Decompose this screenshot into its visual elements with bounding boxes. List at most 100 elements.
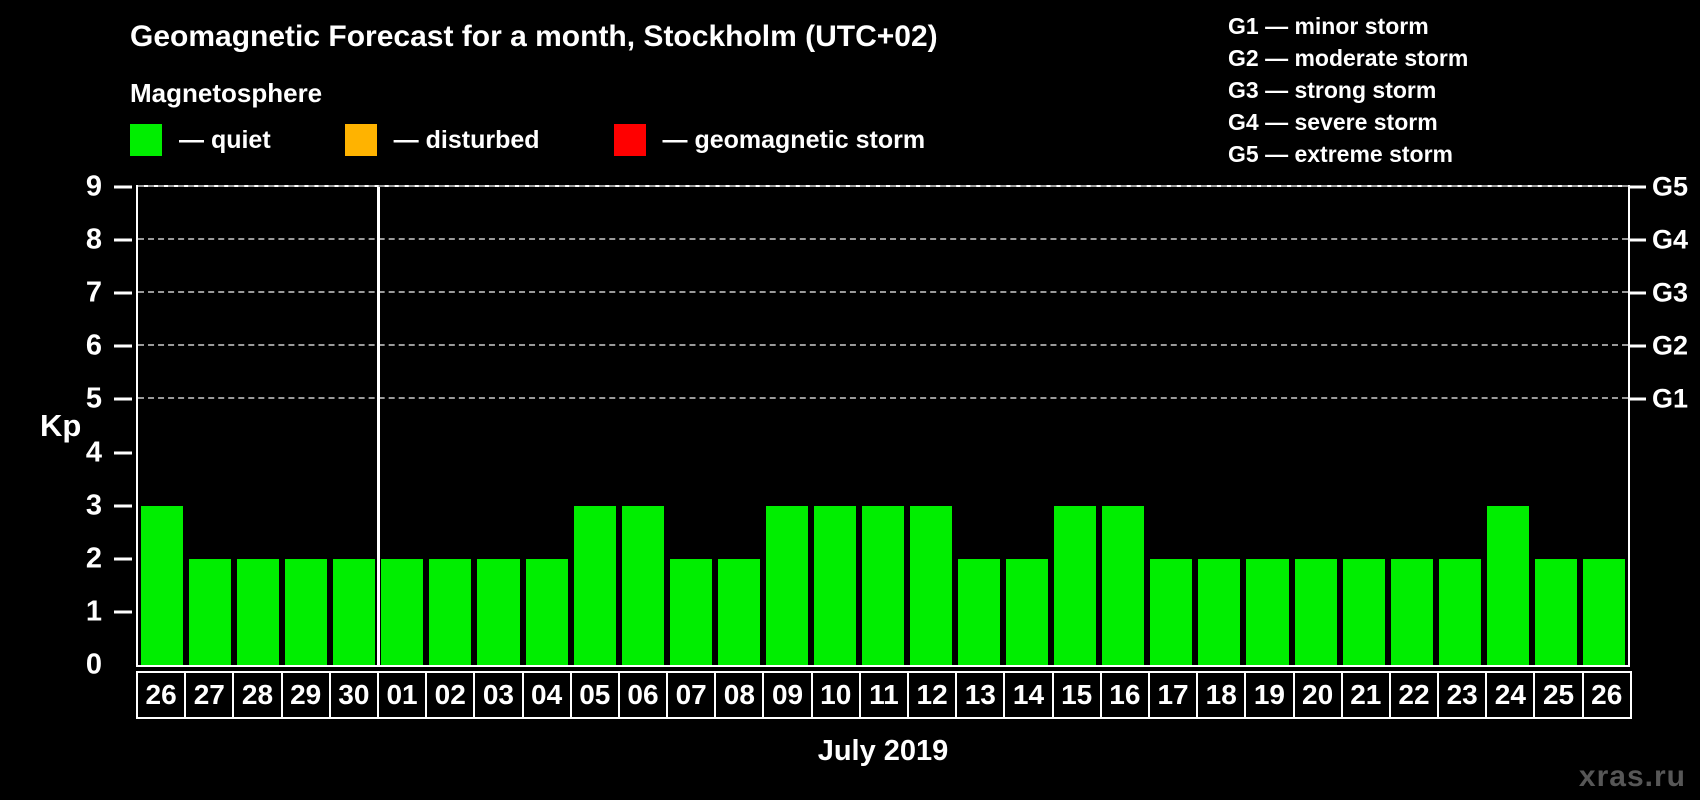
date-cell[interactable]: 09 — [762, 671, 813, 719]
g-tick-label: G4 — [1652, 224, 1689, 255]
bar[interactable] — [141, 505, 184, 665]
g-tick-label: G3 — [1652, 277, 1689, 308]
date-cell[interactable]: 28 — [232, 671, 283, 719]
date-cell[interactable]: 06 — [617, 671, 669, 719]
bar[interactable] — [429, 558, 472, 665]
bar[interactable] — [1582, 558, 1625, 665]
bar[interactable] — [669, 558, 712, 665]
bar[interactable] — [1246, 558, 1289, 665]
date-cell[interactable]: 25 — [1533, 671, 1584, 719]
date-cell[interactable]: 04 — [521, 671, 572, 719]
bar[interactable] — [381, 558, 424, 665]
date-cell[interactable]: 07 — [666, 671, 717, 719]
kp-tick-label: 6 — [85, 329, 102, 362]
kp-tick-mark — [114, 238, 132, 242]
date-cell[interactable]: 23 — [1437, 671, 1488, 719]
bar[interactable] — [1534, 558, 1577, 665]
kp-axis-title: Kp — [40, 408, 82, 443]
date-cell[interactable]: 08 — [714, 671, 765, 719]
date-cell[interactable]: 02 — [425, 671, 476, 719]
kp-tick-mark — [114, 397, 132, 401]
page-title: Geomagnetic Forecast for a month, Stockh… — [130, 20, 938, 53]
date-cell[interactable]: 05 — [569, 671, 620, 719]
date-cell[interactable]: 18 — [1196, 671, 1247, 719]
bar[interactable] — [1342, 558, 1385, 665]
bar[interactable] — [813, 505, 856, 665]
bar[interactable] — [621, 505, 664, 665]
bar[interactable] — [285, 558, 328, 665]
bars-layer — [138, 187, 1628, 665]
g-tick-mark — [1630, 238, 1646, 242]
kp-tick-mark — [114, 291, 132, 295]
watermark: xras.ru — [1578, 760, 1686, 793]
bar[interactable] — [237, 558, 280, 665]
legend-entry: — geomagnetic storm — [613, 124, 926, 156]
date-cell[interactable]: 17 — [1147, 671, 1199, 719]
bar[interactable] — [1150, 558, 1193, 665]
g-tick-mark — [1630, 344, 1646, 348]
date-cell[interactable]: 14 — [1003, 671, 1054, 719]
plot-inner — [138, 185, 1628, 665]
bar[interactable] — [1390, 558, 1433, 665]
bar[interactable] — [958, 558, 1001, 665]
bar[interactable] — [910, 505, 953, 665]
bar[interactable] — [573, 505, 616, 665]
bar[interactable] — [333, 558, 376, 665]
bar[interactable] — [1486, 505, 1529, 665]
kp-tick-mark — [114, 504, 132, 508]
bar[interactable] — [1198, 558, 1241, 665]
date-cell[interactable]: 30 — [328, 671, 379, 719]
date-cell[interactable]: 16 — [1099, 671, 1150, 719]
gscale-legend: G1 — minor storm G2 — moderate storm G3 — … — [1228, 10, 1468, 170]
g-tick-mark — [1630, 397, 1646, 401]
date-cell[interactable]: 15 — [1051, 671, 1102, 719]
date-cell[interactable]: 21 — [1340, 671, 1391, 719]
bar[interactable] — [525, 558, 568, 665]
g-tick-label: G5 — [1652, 171, 1689, 202]
disturbed-swatch — [344, 124, 377, 156]
date-cell[interactable]: 22 — [1388, 671, 1440, 719]
legend-label: — quiet — [179, 125, 271, 154]
bar[interactable] — [477, 558, 520, 665]
date-cell[interactable]: 03 — [473, 671, 524, 719]
legend-label: — geomagnetic storm — [662, 125, 926, 154]
date-cell[interactable]: 26 — [1581, 671, 1632, 719]
date-cell[interactable]: 12 — [907, 671, 958, 719]
legend-label: — disturbed — [393, 125, 540, 154]
legend-entry: — quiet — [130, 124, 271, 156]
bar[interactable] — [1102, 505, 1145, 665]
date-cell[interactable]: 13 — [955, 671, 1006, 719]
date-cell[interactable]: 27 — [184, 671, 235, 719]
bar[interactable] — [1006, 558, 1049, 665]
gscale-legend-row: G3 — strong storm — [1228, 77, 1437, 103]
gscale-legend-row: G2 — moderate storm — [1228, 45, 1469, 71]
gscale-legend-row: G5 — extreme storm — [1228, 141, 1453, 167]
date-cell[interactable]: 20 — [1292, 671, 1343, 719]
g-tick-mark — [1630, 291, 1646, 295]
date-cell[interactable]: 26 — [136, 671, 187, 719]
kp-tick-label: 0 — [85, 648, 102, 681]
bar[interactable] — [717, 558, 760, 665]
date-cell[interactable]: 19 — [1244, 671, 1295, 719]
date-cell[interactable]: 24 — [1485, 671, 1536, 719]
gridline — [138, 238, 1628, 241]
date-cell[interactable]: 10 — [810, 671, 861, 719]
plot-area — [136, 185, 1630, 667]
kp-tick-label: 8 — [85, 223, 102, 256]
month-year-label: July 2019 — [817, 735, 949, 767]
bar[interactable] — [861, 505, 905, 665]
gridline — [138, 397, 1628, 400]
date-cell[interactable]: 01 — [376, 671, 428, 719]
bar[interactable] — [1438, 558, 1481, 665]
bar[interactable] — [189, 558, 232, 665]
date-cell[interactable]: 29 — [280, 671, 331, 719]
bar[interactable] — [1294, 558, 1337, 665]
date-axis: 26 27 28 29 30 01 02 03 04 05 06 07 08 09 10 11 12 13 14 15… — [136, 671, 1632, 719]
date-cell[interactable]: 11 — [858, 671, 909, 719]
bar[interactable] — [765, 505, 808, 665]
gscale-legend-row: G4 — severe storm — [1228, 109, 1438, 135]
gscale-legend-row: G1 — minor storm — [1228, 13, 1429, 39]
kp-tick-label: 4 — [85, 436, 102, 469]
bar[interactable] — [1054, 505, 1097, 665]
kp-tick-mark — [114, 185, 132, 189]
